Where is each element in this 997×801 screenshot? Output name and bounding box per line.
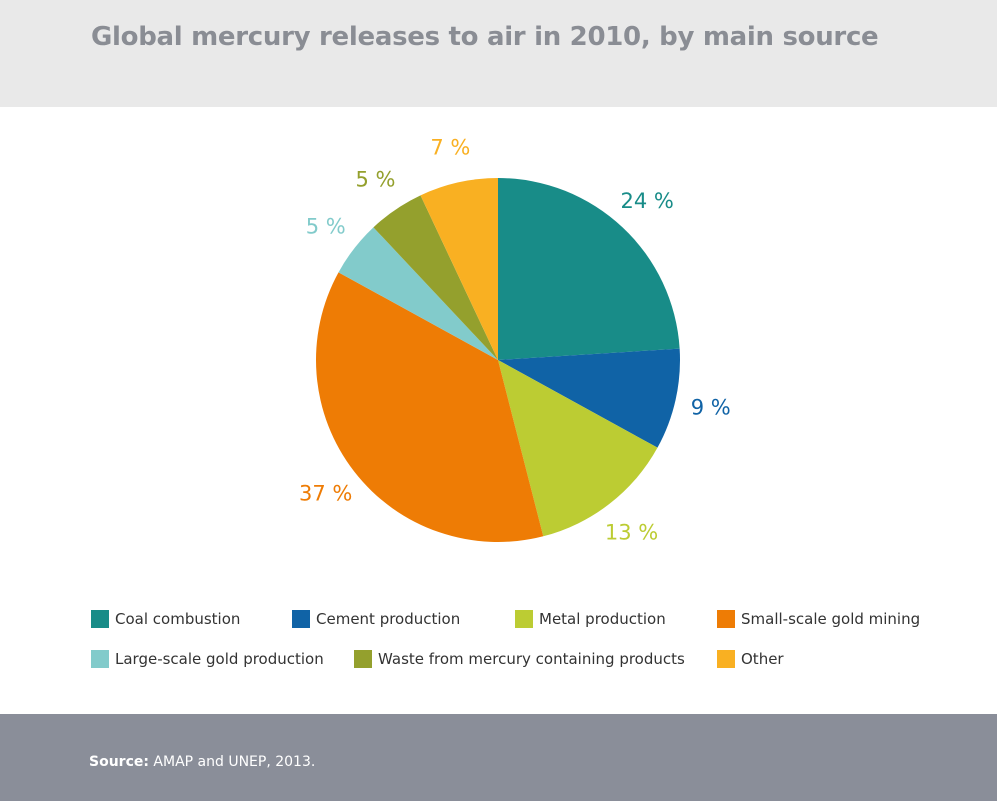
legend-label-cement: Cement production: [316, 610, 461, 628]
pie-label-waste: 5 %: [356, 168, 396, 192]
pie-slice-coal: [498, 178, 680, 360]
legend-label-coal: Coal combustion: [115, 610, 241, 628]
legend-label-metal: Metal production: [539, 610, 666, 628]
pie-chart: 24 % 9 % 13 % 37 % 5 % 5 % 7 %: [299, 135, 731, 544]
legend-item-metal: Metal production: [515, 609, 666, 629]
pie-label-large-scale-gold: 5 %: [306, 214, 346, 238]
legend-label-small-scale-gold: Small-scale gold mining: [741, 610, 921, 628]
legend-swatch-coal: [91, 610, 109, 628]
legend-label-large-scale-gold: Large-scale gold production: [115, 650, 324, 668]
legend-label-waste: Waste from mercury containing products: [378, 650, 685, 668]
pie-slice-metal: [498, 360, 658, 537]
pie-value-labels: 24 % 9 % 13 % 37 % 5 % 5 % 7 %: [299, 135, 731, 544]
legend-swatch-metal: [515, 610, 533, 628]
pie-slice-other: [420, 178, 498, 360]
legend-swatch-large-scale-gold: [91, 650, 109, 668]
header-band: Global mercury releases to air in 2010, …: [0, 0, 997, 107]
legend-swatch-cement: [292, 610, 310, 628]
pie-label-coal: 24 %: [621, 189, 674, 213]
source-note: Source: AMAP and UNEP, 2013.: [89, 754, 315, 770]
pie-slice-waste: [373, 195, 498, 360]
pie-slice-cement: [498, 348, 680, 448]
source-label: Source:: [89, 754, 149, 770]
footer-band: Source: AMAP and UNEP, 2013.: [0, 714, 997, 801]
legend-item-coal: Coal combustion: [91, 609, 240, 629]
source-text: AMAP and UNEP, 2013.: [148, 754, 316, 770]
legend-swatch-waste: [354, 650, 372, 668]
pie-slice-large-scale-gold: [338, 227, 498, 360]
legend-item-other: Other: [717, 649, 784, 669]
pie-label-metal: 13 %: [605, 520, 658, 544]
legend-swatch-other: [717, 650, 735, 668]
legend-label-other: Other: [741, 650, 784, 668]
pie-label-cement: 9 %: [691, 396, 731, 420]
chart-title: Global mercury releases to air in 2010, …: [91, 22, 879, 52]
legend-swatch-small-scale-gold: [717, 610, 735, 628]
pie-slice-small-scale-gold: [315, 272, 544, 542]
pie-slices: [315, 178, 680, 542]
pie-label-small-scale-gold: 37 %: [299, 482, 352, 506]
legend-item-large-scale-gold: Large-scale gold production: [91, 649, 324, 669]
legend-item-waste: Waste from mercury containing products: [354, 649, 685, 669]
legend-item-small-scale-gold: Small-scale gold mining: [717, 609, 920, 629]
pie-label-other: 7 %: [430, 135, 470, 159]
legend-item-cement: Cement production: [292, 609, 460, 629]
